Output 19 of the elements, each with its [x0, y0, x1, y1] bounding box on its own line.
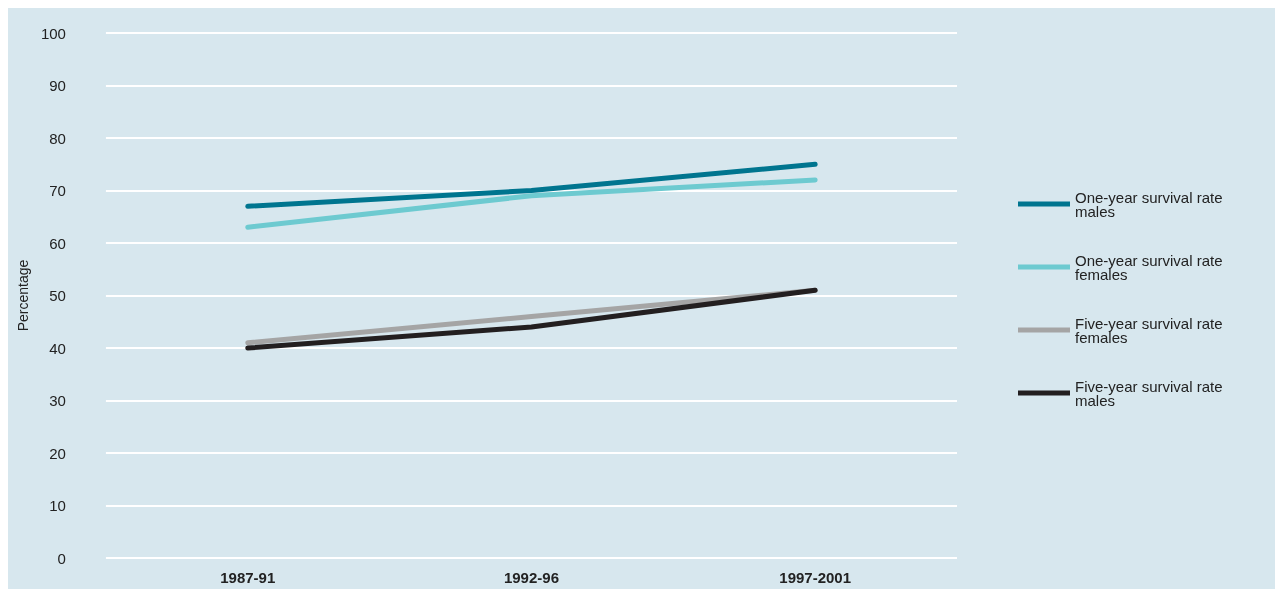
y-tick-label: 100: [40, 24, 66, 42]
y-tick-label: 30: [49, 392, 66, 409]
x-tick-label: 1992-96: [503, 569, 559, 586]
x-tick-label: 1997-2001: [779, 569, 852, 586]
legend-label: One-year survival rate females: [1075, 251, 1227, 283]
x-tick-label: 1987-91: [220, 569, 276, 586]
y-tick-label: 0: [57, 549, 66, 567]
legend-label: Five-year survival rate males: [1075, 377, 1227, 409]
legend-label: Five-year survival rate females: [1075, 314, 1227, 346]
y-axis-title: Percentage: [15, 259, 31, 332]
y-tick-label: 40: [49, 339, 66, 357]
y-tick-label: 20: [49, 444, 66, 462]
y-tick-label: 80: [49, 129, 66, 147]
y-tick-label: 50: [49, 287, 66, 304]
legend-label: One-year survival rate males: [1075, 188, 1227, 220]
y-tick-label: 90: [49, 77, 66, 94]
y-tick-label: 60: [49, 234, 66, 252]
y-tick-label: 10: [49, 497, 66, 514]
y-tick-label: 70: [49, 182, 66, 199]
